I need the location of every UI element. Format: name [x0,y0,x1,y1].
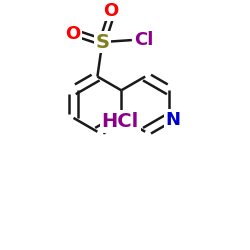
Text: N: N [166,111,180,129]
Text: S: S [95,32,109,52]
Text: O: O [65,25,80,43]
Text: HCl: HCl [102,112,139,132]
Text: O: O [104,2,119,20]
Text: Cl: Cl [134,31,154,49]
